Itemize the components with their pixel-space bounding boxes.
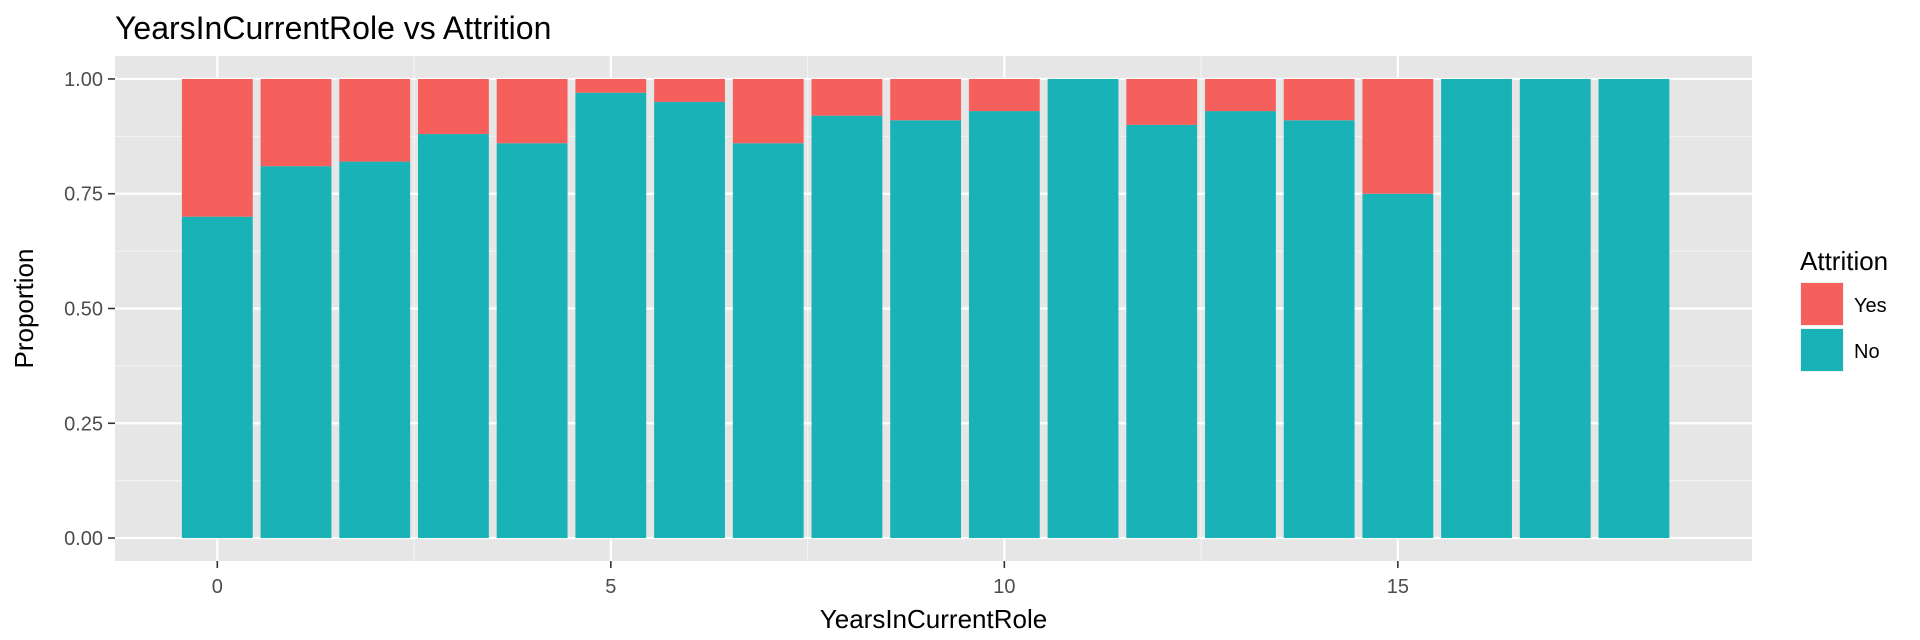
bar-no-3 (418, 134, 489, 539)
legend-title: Attrition (1800, 246, 1888, 276)
bar-no-15 (1362, 193, 1434, 539)
x-tick-label: 15 (1387, 576, 1409, 598)
legend: Attrition Yes No (1800, 246, 1888, 372)
y-axis-title: Proportion (9, 249, 39, 369)
bar-yes-6 (654, 78, 725, 102)
bar-yes-13 (1205, 78, 1276, 112)
bar-yes-4 (496, 78, 568, 144)
bar-no-0 (181, 216, 253, 539)
bar-yes-10 (968, 78, 1040, 112)
bar-no-4 (496, 143, 568, 539)
y-tick-label: 0.25 (64, 413, 103, 435)
bar-no-14 (1283, 120, 1355, 539)
legend-swatch-no (1801, 329, 1843, 371)
bar-no-7 (732, 143, 804, 539)
legend-label-yes: Yes (1854, 295, 1887, 317)
bar-yes-12 (1126, 78, 1198, 125)
x-tick-label: 0 (212, 576, 223, 598)
bar-yes-9 (890, 78, 962, 121)
bar-no-13 (1205, 111, 1276, 539)
y-tick-label: 0.75 (64, 184, 103, 206)
bars (181, 78, 1670, 539)
x-axis-title: YearsInCurrentRole (820, 604, 1047, 634)
bar-yes-15 (1362, 78, 1434, 194)
bar-no-12 (1126, 124, 1198, 539)
bar-no-5 (575, 92, 647, 539)
x-tick-label: 5 (605, 576, 616, 598)
bar-yes-0 (181, 78, 253, 217)
bar-no-6 (654, 101, 725, 539)
y-tick-label: 0.00 (64, 528, 103, 550)
bar-no-1 (260, 166, 332, 539)
y-tick-label: 0.50 (64, 299, 103, 321)
y-tick-label: 1.00 (64, 69, 103, 91)
bar-yes-14 (1283, 78, 1355, 121)
bar-no-16 (1441, 78, 1512, 539)
bar-yes-5 (575, 78, 647, 93)
bar-no-2 (339, 161, 411, 539)
bar-no-18 (1598, 78, 1670, 539)
bar-no-17 (1519, 78, 1591, 539)
bar-no-9 (890, 120, 962, 539)
bar-yes-7 (732, 78, 804, 144)
legend-swatch-yes (1801, 283, 1843, 325)
chart-title: YearsInCurrentRole vs Attrition (115, 10, 551, 46)
bar-yes-8 (811, 78, 883, 116)
bar-yes-2 (339, 78, 411, 162)
bar-yes-3 (418, 78, 489, 135)
legend-label-no: No (1854, 341, 1880, 363)
bar-yes-1 (260, 78, 332, 167)
bar-no-10 (968, 111, 1040, 539)
x-tick-label: 10 (993, 576, 1015, 598)
axes: 0.00 0.25 0.50 0.75 1.00 0 5 10 15 (64, 69, 1409, 598)
bar-no-11 (1047, 78, 1119, 539)
bar-no-8 (811, 115, 883, 539)
